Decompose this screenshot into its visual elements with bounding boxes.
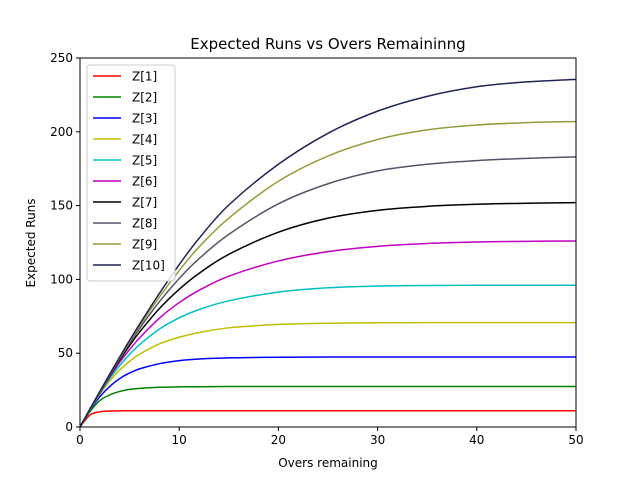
x-tick-label: 20 [271, 433, 286, 447]
series-line-2 [79, 385, 576, 428]
legend-label: Z[9] [132, 238, 157, 252]
legend-label: Z[5] [132, 154, 157, 168]
legend-box [86, 64, 176, 282]
y-tick-label: 0 [65, 420, 73, 434]
x-axis-ticks: 0 10 20 30 40 50 [76, 427, 584, 447]
legend-label: Z[4] [132, 133, 157, 147]
legend-item: Z[3] [93, 112, 157, 126]
series-line-3 [79, 356, 576, 428]
x-tick-label: 0 [76, 433, 84, 447]
y-tick-label: 150 [50, 199, 73, 213]
y-tick-label: 100 [50, 272, 73, 286]
axes-frame [79, 57, 577, 428]
legend-label: Z[2] [132, 91, 157, 105]
legend-label: Z[6] [132, 175, 157, 189]
legend-label: Z[3] [132, 112, 157, 126]
plot-area: 0 10 20 30 40 50 0 50 100 150 200 250 [50, 51, 584, 447]
series-line-10 [79, 78, 577, 428]
legend-item: Z[8] [93, 217, 157, 231]
legend-item: Z[9] [93, 238, 157, 252]
series-lines [79, 78, 577, 428]
x-tick-label: 40 [469, 433, 484, 447]
legend-item: Z[10] [93, 259, 165, 273]
y-tick-label: 250 [50, 51, 73, 65]
y-axis-ticks: 0 50 100 150 200 250 [50, 51, 80, 434]
y-axis-label: Expected Runs [24, 198, 38, 287]
x-axis-label: Overs remaining [278, 456, 378, 470]
legend-item: Z[7] [93, 196, 157, 210]
legend-label: Z[10] [132, 259, 165, 273]
series-line-4 [79, 321, 576, 428]
legend-label: Z[7] [132, 196, 157, 210]
legend-item: Z[4] [93, 133, 157, 147]
series-line-5 [79, 284, 576, 428]
chart-title: Expected Runs vs Overs Remaininng [190, 35, 465, 53]
x-tick-label: 10 [172, 433, 187, 447]
legend-label: Z[8] [132, 217, 157, 231]
legend: Z[1] Z[2] Z[3] Z[4] Z[5] Z[6] Z[7] Z[8] Z[9] Z[10… [86, 64, 176, 282]
legend-label: Z[1] [132, 70, 157, 84]
legend-item: Z[2] [93, 91, 157, 105]
y-tick-label: 50 [58, 346, 73, 360]
x-tick-label: 30 [370, 433, 385, 447]
y-tick-label: 200 [50, 125, 73, 139]
x-tick-label: 50 [568, 433, 583, 447]
legend-item: Z[6] [93, 175, 157, 189]
legend-item: Z[1] [93, 70, 157, 84]
legend-item: Z[5] [93, 154, 157, 168]
series-line-1 [79, 410, 576, 428]
